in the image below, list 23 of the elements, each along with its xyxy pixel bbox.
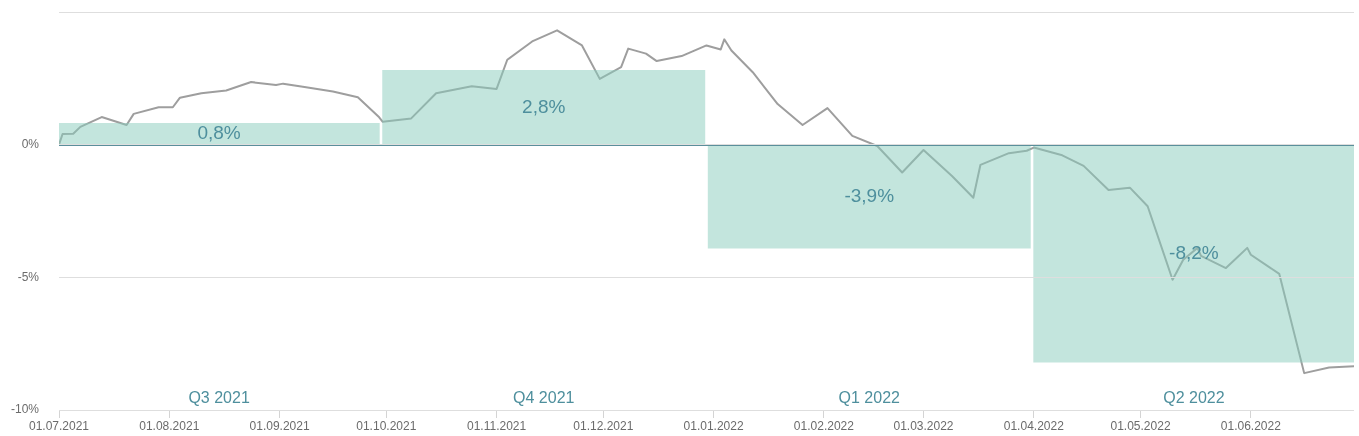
data-label: -8,2%	[1169, 241, 1219, 263]
annotation: Q1 2022	[838, 389, 901, 407]
x-tick-label: 01.02.2022	[793, 418, 855, 433]
y-tick-label: 0%	[21, 136, 40, 151]
x-tick-label: 01.06.2022	[1220, 418, 1282, 433]
x-tick-label: 01.05.2022	[1110, 418, 1171, 433]
x-tick-label: 01.08.2021	[139, 418, 200, 433]
x-tick-label: 01.11.2021	[467, 418, 527, 433]
x-tick-label: 01.10.2021	[356, 418, 417, 433]
y-tick-label: -5%	[17, 269, 40, 284]
x-tick-label: 01.01.2022	[683, 418, 744, 433]
x-tick-label: 01.04.2022	[1003, 418, 1065, 433]
annotation: Q4 2021	[513, 389, 575, 407]
x-tick-label: 01.12.2021	[573, 418, 634, 433]
x-tick-label: 01.03.2022	[893, 418, 954, 433]
data-label: 2,8%	[522, 95, 566, 117]
annotation: Q3 2021	[188, 389, 250, 407]
data-label: 0,8%	[197, 122, 241, 144]
data-label: -3,9%	[844, 184, 895, 206]
x-tick-label: 01.09.2021	[249, 418, 310, 433]
x-tick-label: 01.07.2021	[28, 418, 90, 433]
annotation: Q2 2022	[1163, 389, 1225, 407]
y-tick-label: -10%	[10, 402, 40, 417]
